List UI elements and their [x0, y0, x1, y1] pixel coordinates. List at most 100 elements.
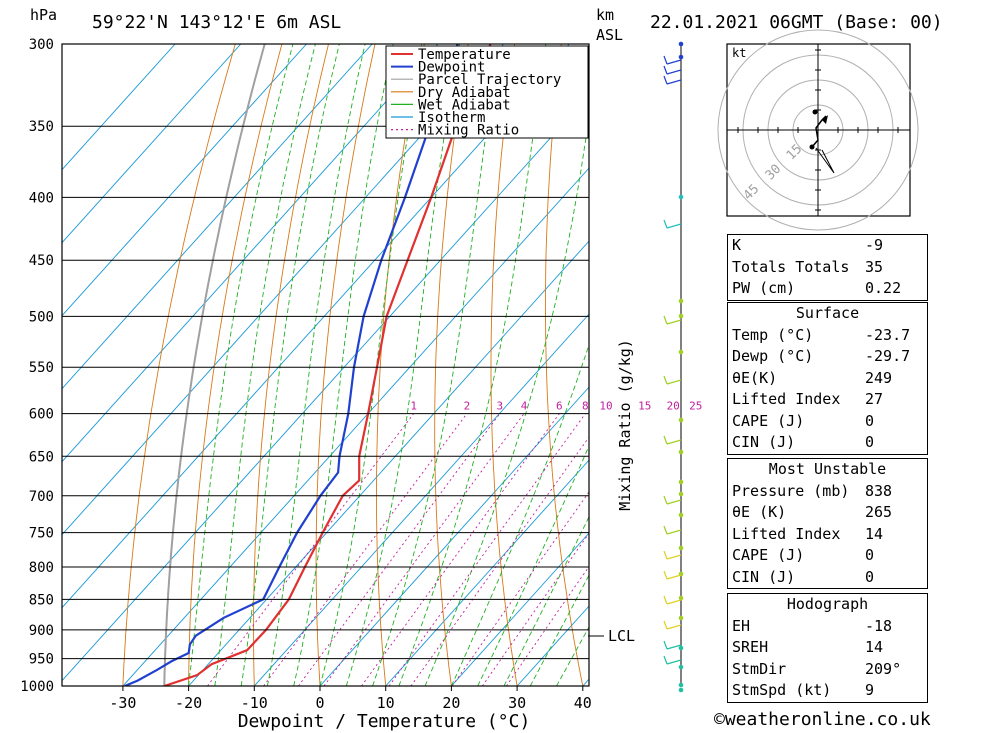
hodograph-row: StmSpd (kt) 9 [728, 680, 927, 702]
pressure-tick-label: 400 [29, 190, 54, 206]
pressure-tick-label: 700 [29, 489, 54, 505]
wind-barb [663, 655, 668, 665]
wind-barb [663, 570, 668, 580]
most-unstable-row: CIN (J) 0 [728, 567, 927, 589]
wind-barb [663, 315, 668, 325]
wind-barb [666, 574, 682, 580]
most-unstable-label: CAPE (J) [732, 546, 805, 564]
pressure-tick-label: 450 [29, 253, 54, 269]
wet-adiabat-line [424, 114, 589, 686]
surface-value: 249 [865, 368, 893, 387]
surface-label: θE(K) [732, 368, 778, 387]
x-axis-title: Dewpoint / Temperature (°C) [238, 711, 531, 732]
asl-label: ASL [596, 26, 624, 44]
wind-barb [666, 79, 682, 85]
surface-value: -29.7 [865, 347, 911, 365]
most-unstable-value: 0 [865, 546, 875, 564]
wind-barb [666, 554, 682, 560]
legend-entry: Temperature [418, 47, 511, 63]
wind-barb [666, 599, 682, 605]
mixing-ratio-label: 6 [556, 400, 563, 413]
isotherm-line [62, 94, 589, 682]
legend-entry: Dewpoint [418, 60, 485, 76]
wind-level-marker [678, 194, 684, 200]
dry-adiabat-line [649, 44, 714, 686]
hodograph-value: 209° [865, 659, 902, 678]
index-label: Totals Totals [732, 257, 850, 276]
wind-barb [663, 620, 668, 630]
mixing-ratio-axis-title: Mixing Ratio (g/kg) [616, 339, 634, 511]
wind-barb [663, 595, 668, 605]
wind-level-marker [678, 313, 684, 319]
isotherm-line [62, 44, 504, 536]
isotherm-line [385, 459, 589, 686]
pressure-tick-label: 1000 [20, 679, 54, 695]
temperature-tick-label: 20 [442, 694, 460, 712]
index-value: 0.22 [865, 279, 902, 297]
wet-adiabat-line [503, 515, 589, 686]
hodograph-label: EH [732, 616, 751, 635]
mixing-ratio-label: 15 [638, 400, 651, 413]
isotherm-line [122, 167, 589, 686]
wind-barb [663, 495, 668, 505]
isotherm-line [62, 44, 307, 317]
hodograph-label: StmSpd (kt) [732, 681, 832, 699]
hodograph-value: 14 [865, 638, 884, 656]
wet-adiabat-line [529, 574, 589, 686]
index-label: PW (cm) [732, 279, 796, 297]
mixing-ratio-line [323, 413, 525, 686]
index-row: K -9 [728, 235, 927, 257]
surface-row: θE(K) 249 [728, 368, 927, 390]
pressure-tick-label: 350 [29, 119, 54, 135]
surface-row: Temp (°C) -23.7 [728, 325, 927, 347]
wind-level-marker [678, 349, 684, 355]
dewpoint-line [124, 44, 459, 686]
wind-level-marker [678, 479, 684, 485]
wet-adiabat-line [188, 44, 294, 686]
isotherm-line [62, 44, 242, 244]
most-unstable-label: CIN (J) [732, 567, 796, 586]
pressure-tick-label: 600 [29, 407, 54, 423]
wind-barb [666, 499, 682, 505]
wind-level-marker [678, 615, 684, 621]
most-unstable-row: Lifted Index 14 [728, 524, 927, 546]
wind-level-marker [678, 491, 684, 497]
surface-row: Dewp (°C) -29.7 [728, 346, 927, 368]
index-label: K [732, 236, 742, 254]
mixing-ratio-line [298, 413, 501, 686]
hodograph-value: -18 [865, 616, 893, 635]
hodograph-point [812, 109, 818, 115]
legend-entry: Parcel Trajectory [418, 72, 561, 88]
most-unstable-caption: Most Unstable [768, 460, 887, 478]
isotherm-line [319, 386, 589, 686]
surface-label: Temp (°C) [732, 325, 814, 344]
hodograph-unit: kt [732, 46, 746, 60]
hpa-unit-label: hPa [30, 6, 58, 24]
surface-value: 27 [865, 390, 884, 408]
index-row: PW (cm) 0.22 [728, 278, 927, 300]
wind-barb [666, 439, 682, 445]
wind-level-marker [678, 54, 684, 60]
isotherm-line [62, 44, 176, 171]
wind-level-marker [678, 41, 684, 47]
isotherm-line [451, 532, 589, 686]
temperature-tick-label: -30 [109, 694, 136, 712]
most-unstable-row: θE (K) 265 [728, 502, 927, 524]
wet-adiabat-line [214, 44, 316, 686]
surface-label: CIN (J) [732, 433, 796, 451]
copyright-link[interactable]: ©weatheronline.co.uk [714, 709, 931, 730]
location-title: 59°22'N 143°12'E 6m ASL [92, 12, 342, 33]
pressure-tick-label: 550 [29, 360, 54, 376]
wind-level-marker [678, 595, 684, 601]
storm-motion-vector [815, 147, 835, 174]
most-unstable-value: 838 [865, 481, 893, 500]
hodograph-row: StmDir 209° [728, 659, 927, 681]
isotherm-line [188, 240, 589, 686]
wind-barb [663, 640, 668, 650]
temperature-tick-label: -20 [175, 694, 202, 712]
pressure-tick-label: 850 [29, 592, 54, 608]
surface-row: Lifted Index 27 [728, 389, 927, 411]
wind-barb [666, 69, 682, 75]
hodograph-label: StmDir [732, 659, 787, 678]
